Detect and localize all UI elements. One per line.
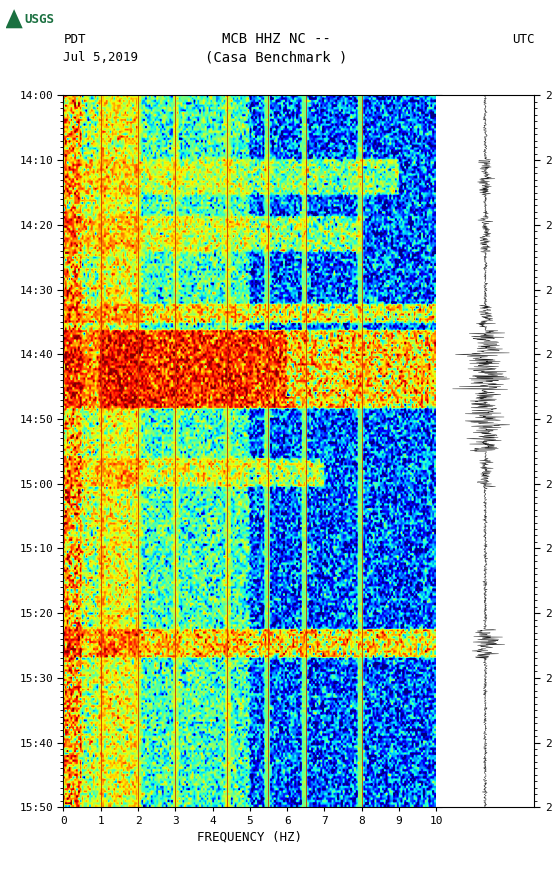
Text: MCB HHZ NC --: MCB HHZ NC -- [221, 32, 331, 46]
X-axis label: FREQUENCY (HZ): FREQUENCY (HZ) [198, 830, 302, 844]
Polygon shape [6, 9, 23, 29]
Text: UTC: UTC [512, 33, 534, 45]
Text: USGS: USGS [24, 13, 54, 26]
Text: Jul 5,2019: Jul 5,2019 [63, 52, 139, 64]
Text: PDT: PDT [63, 33, 86, 45]
Text: (Casa Benchmark ): (Casa Benchmark ) [205, 51, 347, 65]
